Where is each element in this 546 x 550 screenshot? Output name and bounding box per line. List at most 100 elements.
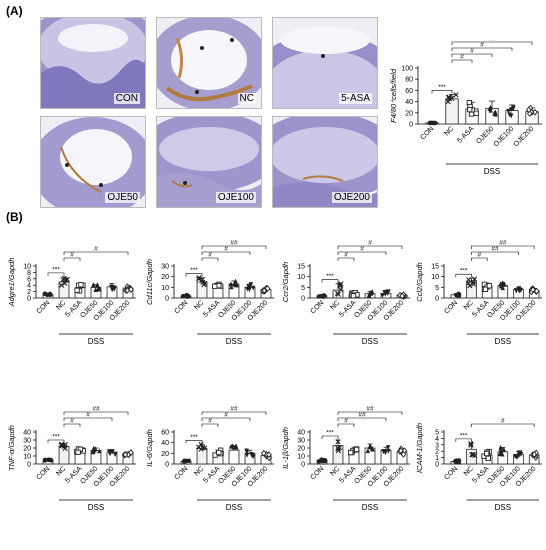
significance-label: ## xyxy=(491,246,499,253)
x-tick-label: NC xyxy=(193,299,205,311)
panel-a-label: (A) xyxy=(6,4,23,18)
data-point xyxy=(48,457,53,463)
significance-label: # xyxy=(86,412,90,419)
significance-label: # xyxy=(478,252,482,259)
group-label: DSS xyxy=(226,503,242,512)
x-tick-label: NC xyxy=(193,465,205,477)
micrograph-oje50: OJE50 xyxy=(40,116,146,208)
data-point xyxy=(483,450,490,457)
data-point xyxy=(97,448,102,454)
significance-label: ## xyxy=(366,406,374,413)
significance-bracket xyxy=(185,273,203,277)
data-point xyxy=(264,285,271,292)
significance-bracket xyxy=(337,251,387,255)
group-label: DSS xyxy=(362,503,378,512)
y-axis-label: TNF-α/Gapdh xyxy=(7,425,16,471)
data-point xyxy=(233,444,238,449)
significance-bracket xyxy=(455,438,472,442)
data-point xyxy=(62,280,68,286)
significance-bracket xyxy=(337,417,387,421)
y-tick-label: 0 xyxy=(409,122,413,129)
data-point xyxy=(58,282,65,288)
data-point xyxy=(366,292,372,298)
data-point xyxy=(91,282,96,288)
y-tick-label: 20 xyxy=(297,446,305,453)
data-point xyxy=(501,447,507,452)
data-point xyxy=(110,449,115,455)
data-point xyxy=(75,449,81,455)
significance-label: # xyxy=(344,252,348,259)
x-tick-label: CON xyxy=(35,465,51,481)
data-point xyxy=(110,287,115,293)
data-point xyxy=(112,452,118,458)
significance-bracket xyxy=(451,53,493,57)
data-point xyxy=(198,441,204,447)
significance-label: *** xyxy=(460,268,468,275)
data-point xyxy=(399,292,405,300)
data-point xyxy=(468,441,474,447)
group-label: DSS xyxy=(88,337,104,346)
data-point xyxy=(514,288,519,294)
micrograph-label: OJE50 xyxy=(105,192,140,203)
data-point xyxy=(348,449,354,456)
y-tick-label: 0 xyxy=(435,462,439,469)
data-point xyxy=(248,282,254,288)
data-point xyxy=(180,293,186,299)
data-point xyxy=(335,439,341,445)
data-point xyxy=(318,294,324,299)
data-point xyxy=(322,293,327,298)
data-point xyxy=(498,444,503,450)
significance-bracket xyxy=(321,279,339,283)
group-label: DSS xyxy=(495,337,511,346)
significance-label: # xyxy=(344,418,348,425)
data-point xyxy=(400,450,407,458)
data-point xyxy=(212,283,218,289)
data-point xyxy=(106,449,112,455)
data-point xyxy=(78,282,84,288)
data-point xyxy=(486,283,493,289)
data-point xyxy=(398,447,404,455)
colon-tissue-image xyxy=(157,18,261,108)
y-tick-label: 0 xyxy=(301,296,305,303)
y-tick-label: 0 xyxy=(301,462,305,469)
significance-bracket xyxy=(451,47,513,51)
data-point xyxy=(247,285,252,291)
y-tick-label: 10 xyxy=(23,454,31,461)
significance-bracket xyxy=(471,423,535,427)
data-point xyxy=(453,92,459,98)
data-point xyxy=(469,451,475,458)
data-point xyxy=(250,285,256,291)
y-axis-label: Ccr2/Gapdh xyxy=(281,262,290,302)
x-tick-label: 5-ASA xyxy=(456,125,475,144)
data-point xyxy=(446,94,452,100)
data-point xyxy=(467,283,473,289)
data-point xyxy=(466,277,472,283)
data-point xyxy=(531,451,537,458)
y-tick-label: 4 xyxy=(435,436,439,443)
data-point xyxy=(467,106,473,113)
data-point xyxy=(445,99,451,105)
data-point xyxy=(456,293,461,298)
y-axis-label: ICAM-1/Gapdh xyxy=(415,423,424,473)
data-point xyxy=(512,454,518,460)
group-label: DSS xyxy=(88,503,104,512)
y-tick-label: 20 xyxy=(161,451,169,458)
y-tick-label: 60 xyxy=(405,88,413,95)
data-point xyxy=(380,292,385,298)
y-tick-label: 0 xyxy=(27,462,31,469)
data-point xyxy=(511,106,516,112)
data-point xyxy=(128,286,134,293)
data-point xyxy=(382,290,387,295)
significance-label: ## xyxy=(499,240,507,247)
y-tick-label: 20 xyxy=(23,446,31,453)
y-tick-label: 10 xyxy=(23,264,31,271)
y-axis-label: F4/80⁺cells/field xyxy=(389,68,398,123)
data-point xyxy=(47,291,53,297)
significance-bracket xyxy=(201,245,267,249)
data-point xyxy=(526,106,532,114)
y-tick-label: 0 xyxy=(27,296,31,303)
